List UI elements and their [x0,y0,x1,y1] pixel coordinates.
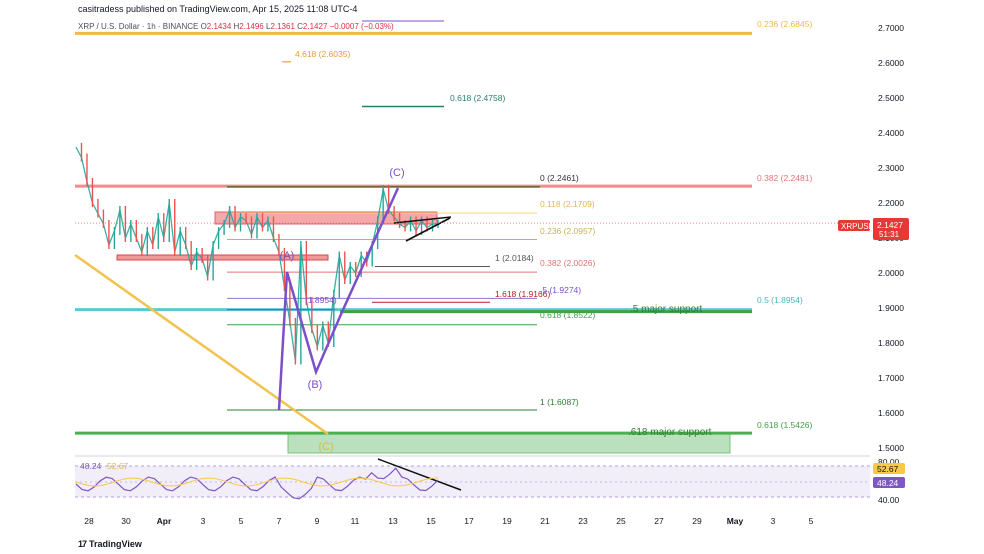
y-tick-label: 2.0000 [878,268,904,278]
triangle-top-line [393,216,452,224]
tradingview-logo: 17 TradingView [78,539,142,549]
supply-zone-lower [116,254,329,261]
x-tick-label: 5 [809,516,814,526]
close-label: C [297,22,303,31]
y-tick-label: 1.5000 [878,443,904,453]
rsi-header-value: 48.24 [80,461,102,471]
level-label: 1.618 (1.9166) [495,289,550,299]
y-tick-label: 2.6000 [878,58,904,68]
x-tick-label: 9 [315,516,320,526]
x-tick-label: 7 [277,516,282,526]
x-tick-label: 23 [578,516,588,526]
rsi-ma-header-value: 52.67 [107,461,129,471]
x-tick-label: Apr [157,516,172,526]
last-price-value: 2.1427 [877,220,903,230]
y-tick-label: 2.7000 [878,23,904,33]
x-tick-label: 3 [771,516,776,526]
low-value: 2.1361 [270,22,295,31]
x-tick-label: 25 [616,516,626,526]
x-tick-label: 27 [654,516,664,526]
y-tick-label: 1.8000 [878,338,904,348]
tradingview-brand: TradingView [89,539,142,549]
level-label: 0.382 (2.2481) [757,173,812,183]
annotation-0618-support: .618 major support [628,427,712,438]
rsi-band [75,466,870,497]
x-tick-label: 5 [239,516,244,526]
x-tick-label: 17 [464,516,474,526]
change-value: −0.0007 (−0.03%) [329,22,394,31]
x-tick-label: 19 [502,516,512,526]
trend-line-descending [74,253,329,436]
y-tick-label: 2.4000 [878,128,904,138]
rsi-axis-label: 40.00 [878,495,900,505]
level-label: 0.382 (2.0026) [540,258,595,268]
annotation-05-support: .5 major support [630,304,702,315]
x-tick-label: 11 [351,516,360,526]
wave-label: (B) [308,379,323,391]
symbol-tag-label: XRPUSD [841,222,875,231]
y-tick-label: 2.2000 [878,198,904,208]
rsi-tag [873,477,905,488]
level-label: (1.8954) [305,295,337,305]
open-value: 2.1434 [206,22,232,31]
y-tick-label: 1.9000 [878,303,904,313]
tradingview-mark-icon: 17 [78,539,87,549]
level-label: 0.236 (2.6845) [757,19,812,29]
rsi-ma-tag [873,463,905,474]
rsi-ma-line [75,477,439,487]
wave-label: (A) [280,250,295,262]
level-label: 0.618 (1.8522) [540,310,595,320]
level-label: 0.618 (2.4758) [450,93,505,103]
x-tick-label: 3 [201,516,206,526]
rsi-divergence-line [377,458,462,491]
wave-label: (C) [318,441,333,453]
x-tick-label: 15 [426,516,436,526]
rsi-ma-tag-value: 52.67 [877,464,899,474]
level-label: 1 (1.6087) [540,397,579,407]
y-tick-label: 2.5000 [878,93,904,103]
symbol-legend: XRP / U.S. Dollar · 1h · BINANCE O2.1434… [78,22,394,31]
level-label: 4.618 (2.6035) [295,49,350,59]
rsi-tag-value: 48.24 [877,478,899,488]
price-countdown: 51:31 [879,230,900,239]
elliott-wave-path [277,187,400,411]
y-tick-label: 1.6000 [878,408,904,418]
rsi-axis-label: 80.00 [878,457,900,467]
x-tick-label: 28 [84,516,94,526]
x-tick-label: 13 [388,516,398,526]
x-tick-label: May [727,516,744,526]
level-label: 0.5 (1.8954) [757,295,803,305]
x-tick-label: 21 [540,516,550,526]
low-label: L [265,22,271,31]
level-label: 0.118 (2.1709) [540,199,595,209]
publisher-line: casitradess published on TradingView.com… [78,4,358,14]
level-label: 0.236 (2.0957) [540,226,595,236]
high-value: 2.1496 [239,22,264,31]
price-series [75,146,438,361]
wave-label: (C) [389,167,404,179]
triangle-bottom-line [405,217,451,242]
level-label: 0.618 (1.5426) [757,420,812,430]
high-label: H [233,22,240,31]
last-price-tag [873,218,909,240]
level-label: .5 (1.9274) [540,285,581,295]
level-label: 0 (2.2461) [540,173,579,183]
symbol-description: XRP / U.S. Dollar · 1h · BINANCE [78,22,199,31]
x-tick-label: 30 [121,516,131,526]
open-label: O [200,22,207,31]
x-tick-label: 29 [692,516,702,526]
y-tick-label: 2.3000 [878,163,904,173]
y-tick-label: 1.7000 [878,373,904,383]
rsi-line [75,467,439,500]
close-value: 2.1427 [302,22,328,31]
level-label: 1 (2.0184) [495,253,534,263]
